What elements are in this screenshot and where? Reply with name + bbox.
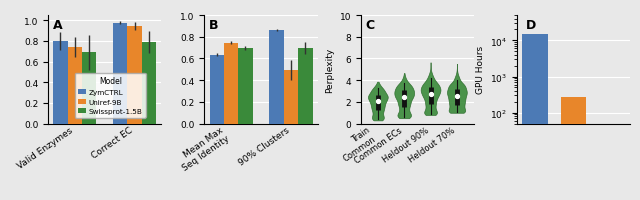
Text: A: A xyxy=(52,19,62,32)
Bar xyxy=(127,27,142,124)
Bar xyxy=(224,44,238,124)
Text: B: B xyxy=(209,19,218,32)
Bar xyxy=(561,97,586,200)
Bar xyxy=(600,126,625,200)
Y-axis label: Perplexity: Perplexity xyxy=(325,47,334,93)
Legend: ZymCTRL, Uniref-9B, Swissprot-1.5B: ZymCTRL, Uniref-9B, Swissprot-1.5B xyxy=(75,73,146,118)
Text: C: C xyxy=(365,19,374,32)
Bar xyxy=(53,42,68,124)
Text: D: D xyxy=(526,19,536,32)
Bar xyxy=(113,24,127,124)
Bar xyxy=(238,49,253,124)
Bar xyxy=(269,31,284,124)
Bar xyxy=(284,71,298,124)
Bar xyxy=(82,53,96,124)
Bar xyxy=(68,48,82,124)
Bar xyxy=(298,49,312,124)
Bar xyxy=(142,43,156,124)
Y-axis label: GPU Hours: GPU Hours xyxy=(476,46,484,94)
Bar xyxy=(209,55,224,124)
Bar xyxy=(522,35,547,200)
